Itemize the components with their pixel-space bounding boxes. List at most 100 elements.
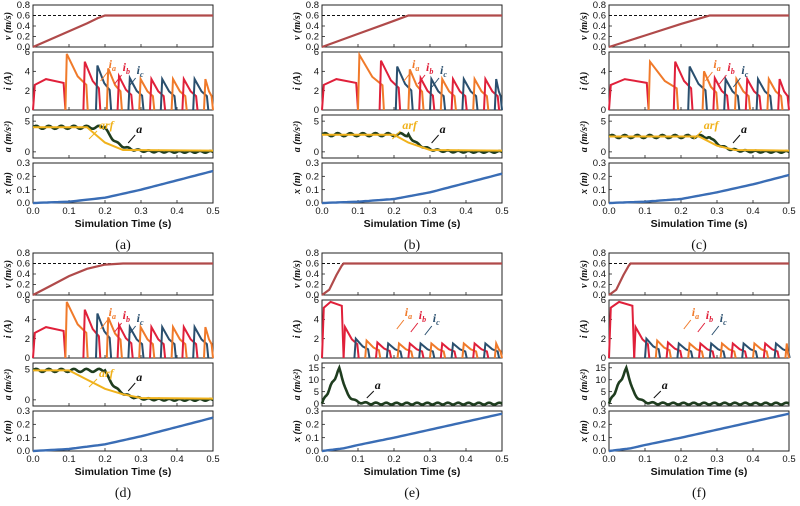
y-tick-label: 15 (308, 363, 319, 374)
current-pulse (321, 78, 359, 111)
axes-frame (321, 299, 503, 359)
y-tick-label: 0.0 (593, 446, 606, 457)
current-pulse (698, 341, 716, 359)
y-axis-label: i (A) (579, 72, 590, 91)
axes-frame (321, 4, 503, 48)
current-pulse (723, 75, 741, 111)
subplot-i: 0 2 4 6 i (A) ia ib ic (292, 47, 503, 116)
x-tick-label: 0.2 (98, 206, 111, 217)
x-tick-label: 0.4 (459, 206, 472, 217)
current-pulse (708, 341, 726, 359)
x-axis-label: Simulation Time (s) (364, 466, 461, 478)
series-arf (33, 126, 214, 152)
current-pulse (654, 338, 672, 359)
y-tick-label: 0 (314, 105, 319, 116)
y-tick-label: 0.2 (593, 280, 606, 291)
current-pulse (149, 323, 167, 359)
y-tick-label: 0.4 (593, 21, 606, 32)
current-pulse (127, 74, 145, 111)
current-pulse (192, 75, 210, 111)
phase-label-arrow (417, 74, 426, 85)
y-tick-label: 0.6 (306, 11, 319, 22)
phase-label-ia: ia (692, 305, 699, 321)
current-pulse (450, 75, 468, 111)
y-tick-label: 5 (25, 364, 30, 375)
y-tick-label: 0.0 (17, 198, 30, 209)
arf-arrow (88, 130, 98, 140)
series-velocity (608, 262, 789, 296)
y-tick-label: 0 (25, 147, 30, 158)
y-tick-label: 0.0 (593, 42, 606, 53)
y-axis-label: i (A) (292, 72, 303, 91)
current-pulse (752, 341, 770, 359)
y-axis-label: x (m) (579, 172, 590, 195)
y-tick-label: 0.1 (306, 433, 319, 444)
subplot-a: 0 5 a (m/s²) arf a (3, 114, 214, 159)
y-tick-label: 0.8 (17, 248, 30, 259)
axes-frame (608, 410, 790, 452)
current-pulse (439, 75, 457, 111)
y-tick-label: 0 (314, 353, 319, 364)
y-axis-label: x (m) (3, 172, 14, 195)
phase-label-ic: ic (433, 311, 440, 327)
current-pulse (353, 336, 371, 359)
current-pulse (493, 339, 503, 359)
current-pulse (32, 326, 67, 359)
series-arf (33, 369, 214, 400)
phase-label-arrow (697, 322, 706, 333)
phase-label-ic: ic (137, 63, 144, 79)
current-pulse (407, 69, 425, 111)
y-tick-label: 0.2 (306, 420, 319, 431)
y-tick-label: 0.8 (593, 248, 606, 259)
y-tick-label: 0.0 (17, 42, 30, 53)
phase-label-arrow (403, 71, 412, 82)
y-tick-label: 0.0 (306, 42, 319, 53)
current-pulse (181, 75, 199, 111)
a-arrow (127, 134, 136, 144)
current-pulse (105, 317, 123, 359)
x-tick-label: 0.3 (423, 454, 436, 465)
current-pulse (192, 323, 210, 359)
subplot-a: 0 5 a (m/s²) arf a (292, 114, 503, 159)
y-tick-label: 0.4 (17, 21, 30, 32)
current-pulse (701, 70, 719, 111)
current-pulse (159, 323, 177, 359)
x-tick-label: 0.5 (495, 206, 508, 217)
y-axis-label: v (m/s) (292, 12, 303, 40)
phase-label-ib: ib (706, 308, 713, 324)
current-pulse (82, 61, 102, 111)
x-tick-label: 0.0 (602, 206, 615, 217)
current-pulse (357, 51, 385, 111)
current-pulse (32, 78, 67, 111)
y-tick-label: 5 (601, 116, 606, 127)
y-tick-label: 0.4 (306, 21, 319, 32)
y-axis-label: v (m/s) (3, 260, 14, 288)
x-tick-label: 0.5 (206, 454, 219, 465)
phase-label-arrow (396, 319, 405, 330)
axes-frame (32, 4, 214, 48)
current-pulse (633, 323, 651, 359)
current-pulse (450, 341, 468, 359)
arf-label: arf (99, 366, 115, 380)
series-arf (609, 135, 790, 152)
current-pulse (734, 75, 752, 111)
x-tick-label: 0.0 (26, 454, 39, 465)
current-pulse (116, 72, 134, 111)
current-pulse (95, 313, 113, 359)
arf-label: arf (99, 118, 115, 132)
x-tick-label: 0.1 (638, 206, 651, 217)
x-tick-label: 0.5 (782, 206, 795, 217)
subplot-v: 0.00.20.40.60.8v (m/s) (579, 248, 790, 301)
y-tick-label: 2 (25, 334, 30, 345)
x-tick-label: 0.4 (459, 454, 472, 465)
y-tick-label: 0.2 (593, 32, 606, 43)
y-tick-label: 0.3 (593, 158, 606, 169)
a-label: a (136, 122, 142, 136)
x-tick-label: 0.1 (62, 454, 75, 465)
current-pulse (203, 326, 214, 359)
y-tick-label: 0.3 (17, 158, 30, 169)
axes-frame (321, 252, 503, 296)
current-pulse (665, 340, 683, 359)
current-pulse (181, 323, 199, 359)
